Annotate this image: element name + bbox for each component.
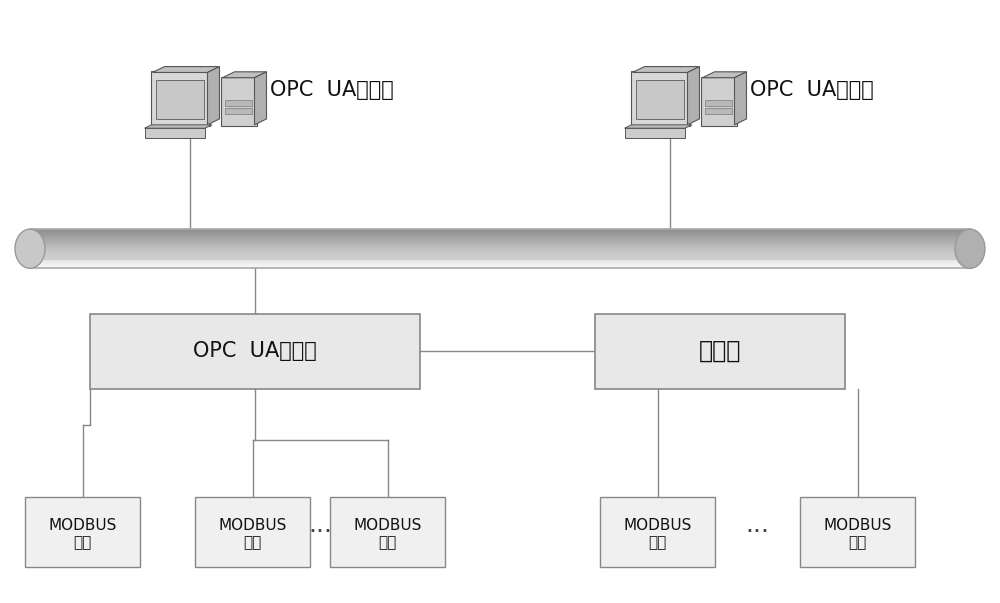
FancyBboxPatch shape [705,108,732,113]
Bar [30,239,970,241]
Bar [30,238,970,240]
Polygon shape [144,125,212,128]
Bar [30,255,970,257]
Bar [30,233,970,235]
Bar [30,229,970,268]
FancyBboxPatch shape [705,100,732,106]
Bar [30,232,970,234]
Polygon shape [688,66,700,125]
Text: MODBUS: MODBUS [353,518,422,532]
Bar [30,250,970,251]
Polygon shape [734,72,746,125]
Polygon shape [633,66,700,72]
Bar [595,314,845,389]
Bar [30,257,970,259]
Bar [30,247,970,248]
Text: MODBUS: MODBUS [823,518,892,532]
FancyBboxPatch shape [156,80,204,119]
Bar [30,235,970,237]
Bar [30,246,970,248]
Bar [30,244,970,246]
Text: ···: ··· [308,520,332,544]
Polygon shape [254,72,266,125]
Bar [30,262,970,264]
Polygon shape [624,128,685,138]
Bar [90,314,420,389]
Bar [30,252,970,254]
Polygon shape [152,66,220,72]
FancyBboxPatch shape [700,77,736,126]
Bar [30,253,970,254]
FancyBboxPatch shape [225,108,252,113]
Polygon shape [624,125,692,128]
Polygon shape [208,66,220,125]
Bar [195,497,310,567]
Ellipse shape [15,229,45,268]
Polygon shape [222,72,266,78]
Text: MODBUS: MODBUS [48,518,117,532]
Bar [30,238,970,239]
Bar [30,259,970,260]
Bar [30,260,970,262]
Bar [30,265,970,267]
Bar [30,264,970,265]
Bar [30,235,970,236]
Bar [30,229,970,230]
Bar [30,248,970,250]
Bar [30,263,970,264]
Text: 设备: 设备 [243,535,262,550]
Text: 设备: 设备 [848,535,867,550]
FancyBboxPatch shape [631,71,690,126]
Bar [30,245,970,247]
Bar [25,497,140,567]
Bar [800,497,915,567]
FancyBboxPatch shape [220,77,256,126]
Text: 设备: 设备 [378,535,397,550]
Ellipse shape [955,229,985,268]
Text: ···: ··· [746,520,770,544]
Bar [30,240,970,242]
Text: OPC  UA转换器: OPC UA转换器 [193,341,317,361]
Bar [30,241,970,243]
Text: MODBUS: MODBUS [623,518,692,532]
Bar [30,258,970,259]
Bar [30,251,970,253]
Bar [30,243,970,245]
Bar [30,267,970,268]
Bar [30,254,970,256]
Bar [30,242,970,244]
Bar [30,249,970,251]
Text: OPC  UA客户端: OPC UA客户端 [750,80,874,101]
Text: OPC  UA客户端: OPC UA客户端 [270,80,394,101]
Text: 交换机: 交换机 [699,339,741,363]
Bar [30,230,970,232]
Text: MODBUS: MODBUS [218,518,287,532]
Text: 设备: 设备 [73,535,92,550]
Bar [30,232,970,233]
Bar [30,261,970,262]
Polygon shape [702,72,746,78]
Bar [600,497,715,567]
Polygon shape [144,128,205,138]
Bar [30,256,970,257]
FancyBboxPatch shape [150,71,210,126]
Bar [330,497,445,567]
Bar [30,230,970,231]
Bar [30,236,970,238]
Text: 设备: 设备 [648,535,667,550]
FancyBboxPatch shape [636,80,684,119]
FancyBboxPatch shape [225,100,252,106]
Bar [30,266,970,267]
